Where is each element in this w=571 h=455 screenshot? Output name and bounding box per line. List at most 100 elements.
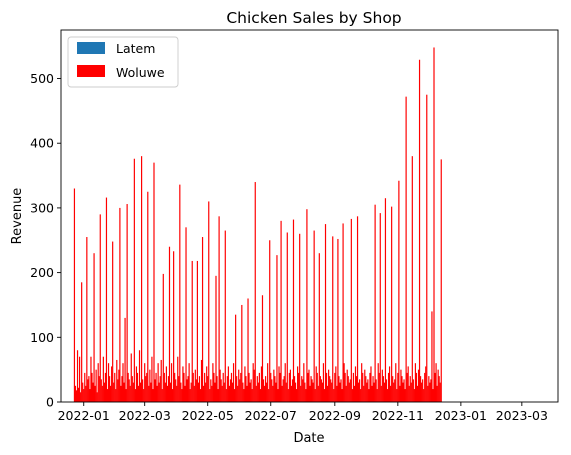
bar-woluwe — [240, 372, 242, 402]
bar-woluwe — [192, 372, 194, 402]
bar-woluwe — [338, 376, 340, 402]
bar-woluwe — [220, 379, 222, 402]
bar-woluwe — [294, 382, 297, 402]
bar-woluwe — [267, 363, 269, 402]
bar-woluwe — [360, 389, 362, 402]
bar-woluwe — [399, 385, 401, 402]
bar-woluwe — [330, 379, 332, 402]
bar-woluwe — [423, 389, 425, 402]
bar-woluwe — [344, 372, 346, 402]
bar-woluwe — [173, 251, 175, 402]
bar-woluwe — [128, 379, 130, 402]
bar-woluwe — [236, 376, 238, 402]
bar-woluwe — [402, 382, 404, 402]
bar-woluwe — [251, 389, 253, 402]
bar-woluwe — [201, 237, 204, 402]
x-tick-label: 2022-09 — [309, 408, 361, 423]
bar-woluwe — [392, 376, 394, 402]
bar-woluwe — [218, 216, 220, 402]
bar-woluwe — [123, 382, 125, 402]
bar-woluwe — [356, 216, 359, 402]
bar-woluwe — [113, 382, 115, 402]
bar-woluwe — [92, 382, 94, 402]
bar-woluwe — [337, 238, 339, 402]
bar-woluwe — [105, 197, 108, 402]
y-tick-label: 0 — [46, 395, 54, 410]
bar-woluwe — [426, 94, 428, 402]
bar-woluwe — [195, 379, 197, 402]
bar-woluwe — [155, 372, 157, 402]
bar-woluwe — [329, 376, 331, 402]
bar-woluwe — [430, 379, 432, 402]
bar-woluwe — [186, 379, 188, 402]
bar-woluwe — [326, 385, 329, 402]
bar-woluwe — [216, 376, 218, 402]
bar-woluwe — [373, 382, 375, 402]
bar-woluwe — [142, 379, 144, 402]
bar-woluwe — [118, 369, 120, 402]
bar-woluwe — [133, 158, 135, 402]
bar-woluwe — [182, 366, 184, 402]
bar-woluwe — [148, 385, 150, 402]
bar-woluwe — [364, 369, 366, 402]
bar-woluwe — [436, 385, 438, 402]
bar-woluwe — [172, 389, 174, 402]
bar-woluwe — [117, 379, 119, 402]
bar-woluwe — [331, 382, 333, 402]
bar-woluwe — [283, 376, 285, 402]
bar-woluwe — [293, 376, 296, 402]
bar-woluwe — [119, 207, 121, 402]
bar-woluwe — [422, 379, 424, 402]
bar-woluwe — [81, 282, 83, 402]
bar-woluwe — [431, 311, 433, 402]
bar-woluwe — [213, 372, 215, 402]
bar-woluwe — [300, 385, 302, 402]
bar-woluwe — [164, 382, 166, 402]
bar-woluwe — [256, 376, 258, 402]
x-tick-label: 2022-01 — [58, 408, 110, 423]
bar-woluwe — [204, 372, 206, 402]
bar-woluwe — [228, 385, 231, 402]
bar-woluwe — [391, 206, 393, 402]
bar-woluwe — [424, 372, 426, 402]
bar-woluwe — [351, 389, 353, 402]
y-tick-label: 300 — [30, 200, 54, 215]
bar-woluwe — [396, 389, 398, 402]
bar-woluwe — [262, 379, 265, 402]
bar-woluwe — [421, 382, 423, 402]
bar-woluwe — [239, 379, 241, 402]
bar-woluwe — [141, 156, 143, 402]
bar-woluwe — [96, 392, 98, 402]
bar-woluwe — [303, 363, 305, 402]
bar-woluwe — [74, 385, 77, 402]
bar-woluwe — [158, 382, 160, 402]
bar-woluwe — [254, 182, 256, 402]
bar-woluwe — [324, 224, 327, 402]
bar-woluwe — [166, 385, 169, 402]
bar-woluwe — [165, 366, 167, 402]
bar-woluwe — [363, 385, 365, 402]
bar-woluwe — [179, 184, 181, 402]
bar-woluwe — [199, 389, 202, 402]
bar-woluwe — [388, 366, 391, 402]
bar-woluwe — [403, 379, 405, 402]
bar-woluwe — [295, 389, 298, 402]
bar-woluwe — [188, 363, 190, 402]
bar-woluwe — [297, 366, 299, 402]
bar-woluwe — [383, 382, 386, 402]
bar-woluwe — [150, 382, 152, 402]
bar-woluwe — [238, 369, 240, 402]
bar-woluwe — [384, 198, 387, 402]
bar-woluwe — [139, 382, 142, 402]
bar-woluwe — [137, 385, 140, 402]
bar-woluwe — [152, 389, 154, 402]
bar-woluwe — [312, 382, 314, 402]
bar-woluwe — [73, 188, 76, 402]
bar-woluwe — [206, 366, 208, 402]
bar-woluwe — [316, 372, 318, 402]
bar-woluwe — [129, 385, 131, 402]
legend: Latem Woluwe — [67, 36, 179, 88]
y-tick-label: 500 — [30, 71, 54, 86]
bar-woluwe — [412, 379, 414, 402]
bar-woluwe — [232, 363, 235, 402]
